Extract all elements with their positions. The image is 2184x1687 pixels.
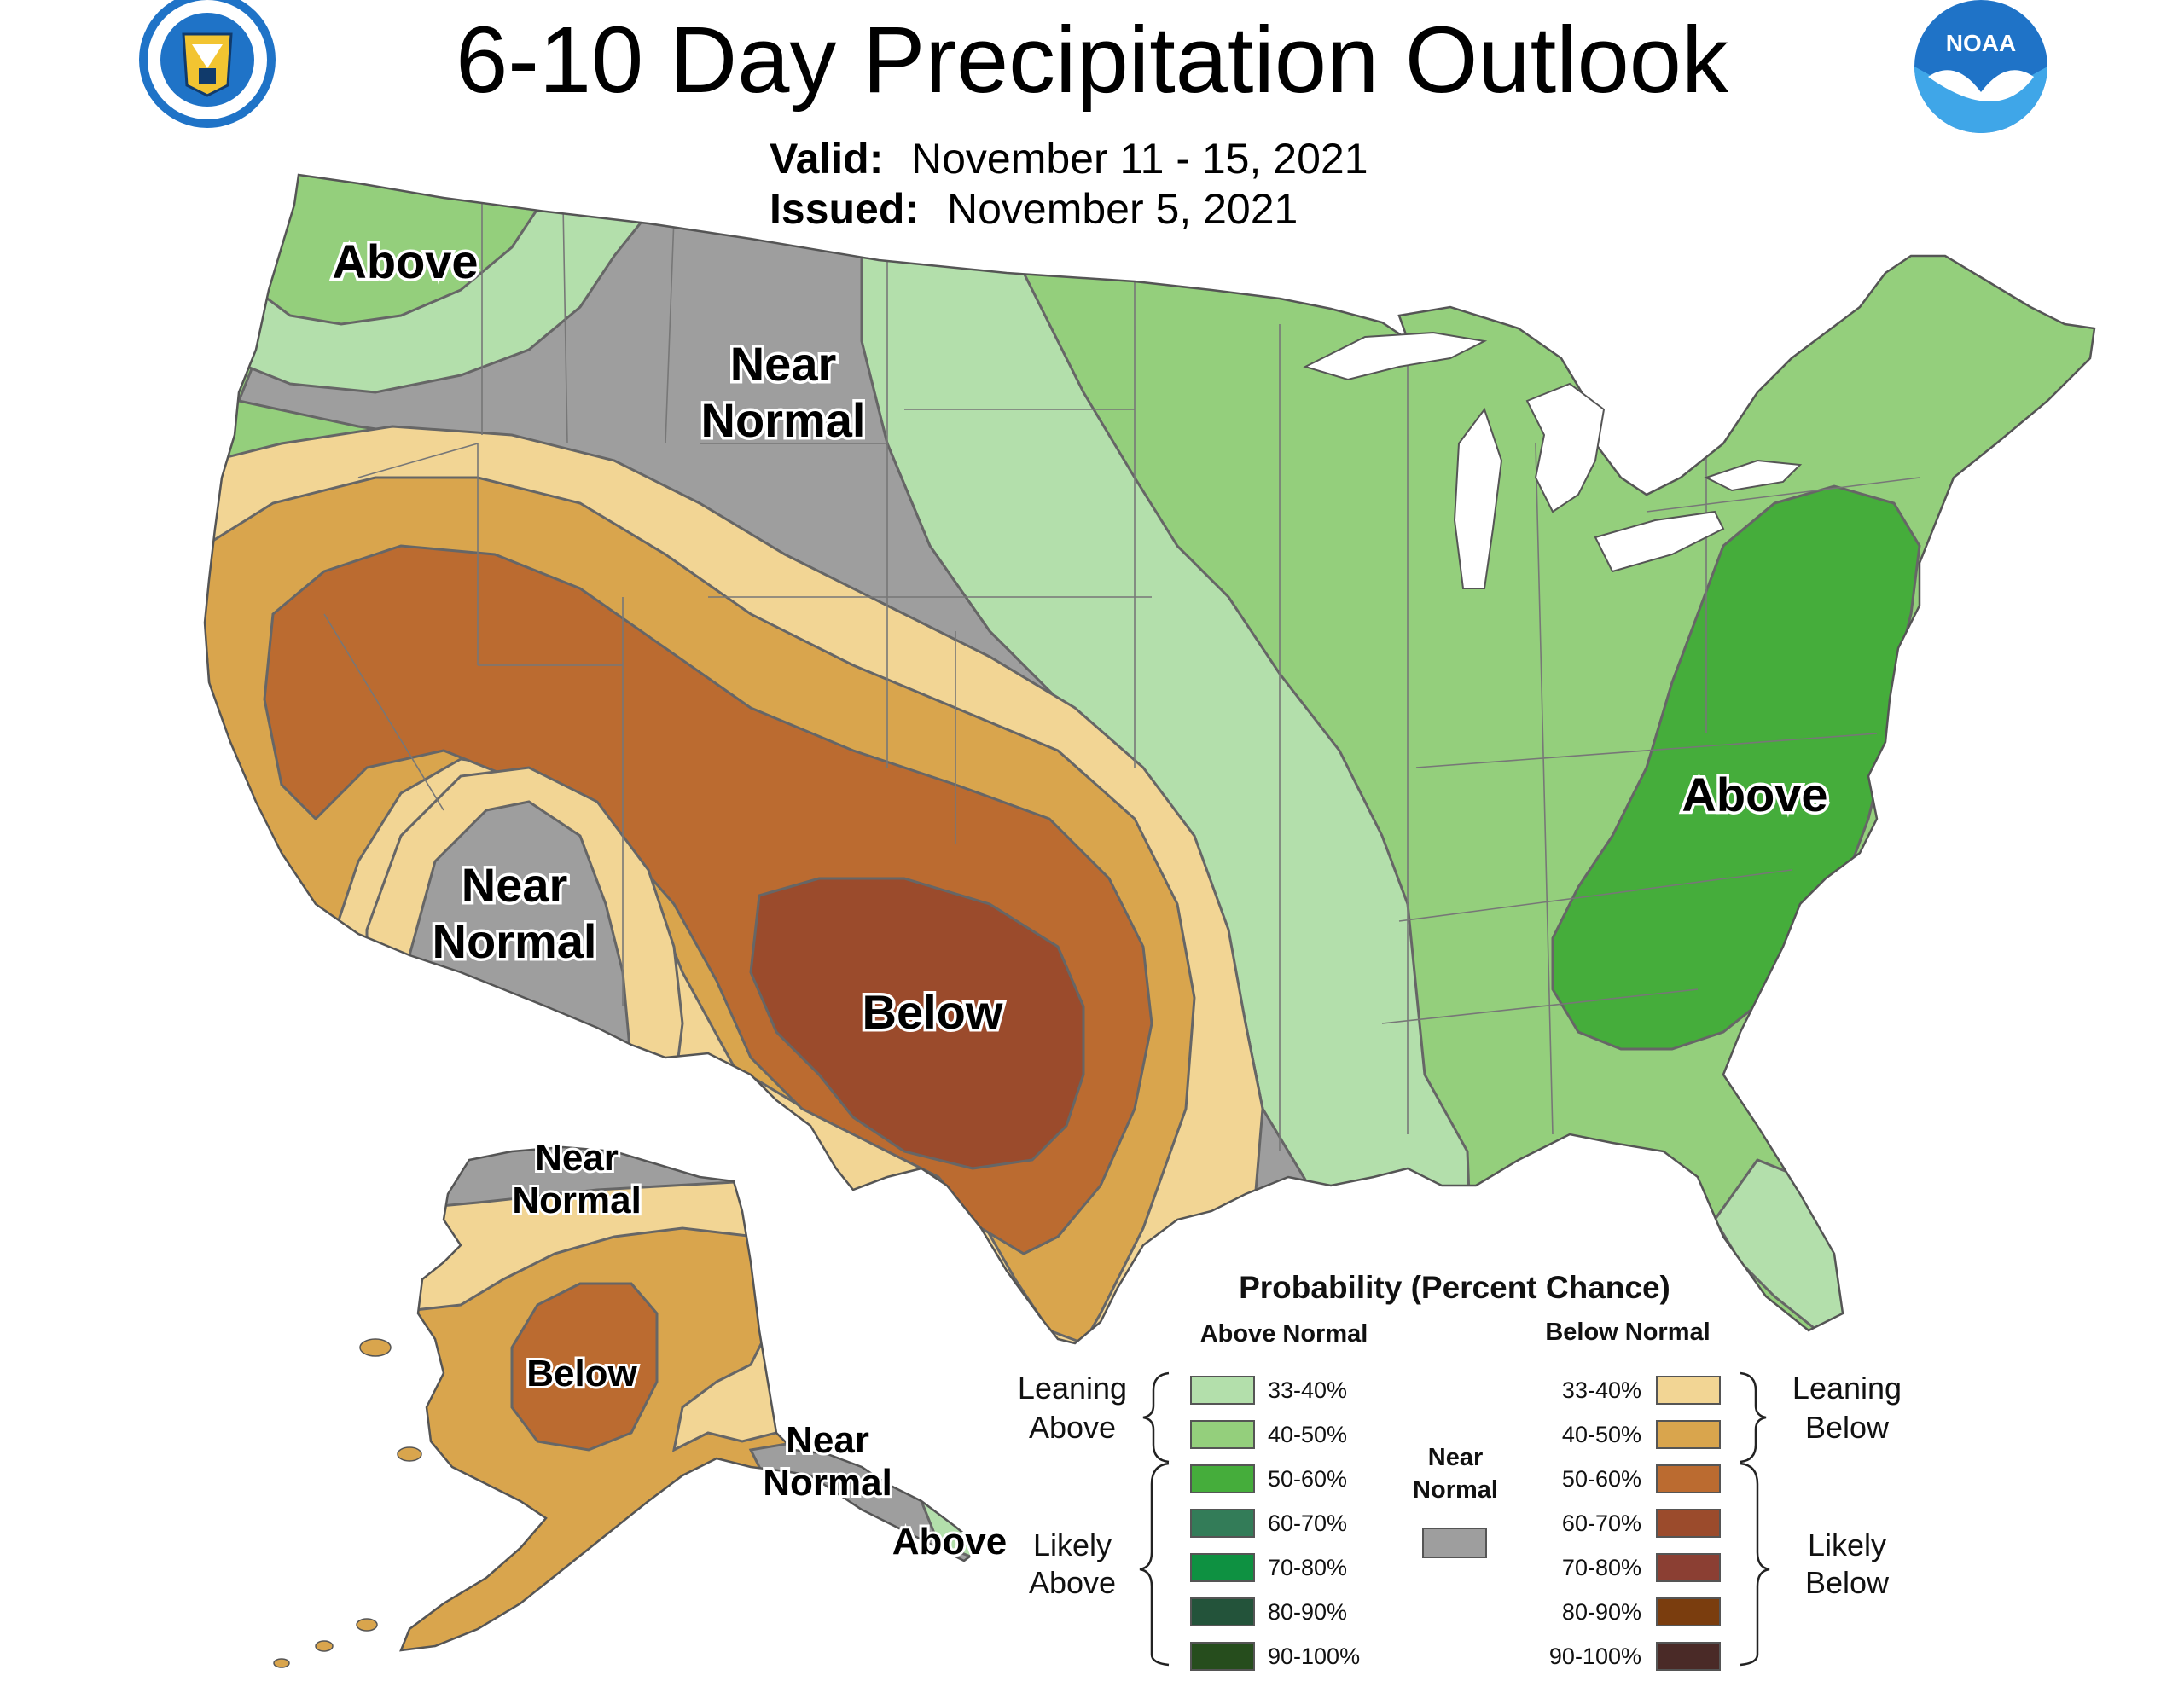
legend-below-swatch-4 [1656,1553,1721,1582]
valid-label: Valid: [770,135,883,183]
legend-leaning-below-1: Leaning [1792,1371,1902,1406]
legend-likely-below-2: Below [1805,1565,1890,1600]
legend-below-range-1: 40-50% [1562,1422,1641,1447]
legend-likely-above-2: Above [1029,1565,1116,1600]
legend-above-range-5: 80-90% [1268,1599,1347,1625]
conus-outline [203,173,2096,1345]
legend-near-normal-label-2: Normal [1413,1476,1498,1504]
legend-below-swatch-3 [1656,1509,1721,1538]
legend-leaning-above-2: Above [1029,1410,1116,1445]
legend-below-range-5: 80-90% [1562,1599,1641,1625]
label-near-normal-north-2: Normal [701,393,866,447]
page-title: 6-10 Day Precipitation Outlook [456,8,1729,113]
label-near-normal-sw-2: Normal [433,914,597,968]
ak-zone-tan-east [671,1325,778,1452]
issued-value: November 5, 2021 [947,185,1298,233]
legend-above-swatch-0 [1190,1376,1255,1405]
legend-below-normal-header: Below Normal [1545,1319,1710,1346]
legend-above-normal-header: Above Normal [1200,1320,1368,1348]
conus-map: Above Near Normal Near Normal Below Abov… [203,173,2096,1345]
legend-above-swatch-1 [1190,1420,1255,1449]
ak-label-near-normal-se-2: Normal [763,1462,892,1504]
label-near-normal-north-1: Near [730,337,837,391]
issued-label: Issued: [770,185,919,233]
label-nw-above: Above [332,235,478,288]
alaska-map: Near Normal Below Near Normal Above [273,1134,1009,1668]
legend-leaning-below-2: Below [1805,1410,1890,1445]
legend-below-swatch-2 [1656,1464,1721,1493]
legend-below-swatch-6 [1656,1642,1721,1671]
legend-above-swatch-2 [1190,1464,1255,1493]
legend-likely-below-1: Likely [1808,1528,1886,1562]
alaska-outline [399,1145,984,1652]
legend-leaning-above-1: Leaning [1018,1371,1127,1406]
legend-below-swatch-0 [1656,1376,1721,1405]
legend-above-swatches: 33-40% 40-50% 50-60% 60-70% 70-80% 80-90% 90-1… [1190,1376,1360,1671]
legend-near-normal-swatch [1422,1528,1487,1558]
legend-above-range-3: 60-70% [1268,1510,1347,1536]
legend-above-range-4: 70-80% [1268,1555,1347,1580]
zone-dark-brown-below-60 [749,877,1085,1170]
legend-above-swatch-6 [1190,1642,1255,1671]
header: 6-10 Day Precipitation Outlook Valid: No… [456,8,1729,233]
legend-below-range-6: 90-100% [1549,1644,1641,1669]
legend-above-range-2: 50-60% [1268,1466,1347,1492]
legend-above-swatch-3 [1190,1509,1255,1538]
valid-value: November 11 - 15, 2021 [911,135,1368,183]
legend-likely-above-1: Likely [1033,1528,1112,1562]
ak-zone-tan-north [401,1180,757,1315]
ak-label-near-normal-se-1: Near [786,1419,869,1461]
ak-label-near-normal-north-1: Near [535,1137,619,1179]
ak-zone-brown-center [510,1282,659,1452]
label-near-normal-sw-1: Near [462,858,568,912]
legend-near-normal-label-1: Near [1428,1444,1484,1471]
great-lakes [1303,331,1803,589]
legend-braces [1139,1371,1770,1667]
noaa-logo-text: NOAA [1946,30,2016,56]
ak-label-below: Below [526,1353,637,1394]
label-south-below: Below [863,985,1003,1039]
legend-below-swatches: 33-40% 40-50% 50-60% 60-70% 70-80% 80-90% 90-1… [1549,1376,1721,1671]
legend: Probability (Percent Chance) Above Norma… [1018,1270,1902,1671]
legend-below-range-4: 70-80% [1562,1555,1641,1580]
noaa-logo-icon: NOAA [1914,0,2048,133]
label-east-above: Above [1682,768,1827,821]
legend-above-range-0: 33-40% [1268,1377,1347,1403]
legend-below-range-3: 60-70% [1562,1510,1641,1536]
legend-below-range-0: 33-40% [1562,1377,1641,1403]
legend-below-range-2: 50-60% [1562,1466,1641,1492]
department-of-commerce-seal-icon [139,0,276,128]
legend-above-range-1: 40-50% [1268,1422,1347,1447]
legend-below-swatch-5 [1656,1597,1721,1626]
legend-below-swatch-1 [1656,1420,1721,1449]
ak-label-above: Above [892,1521,1007,1562]
ak-label-near-normal-north-2: Normal [512,1180,642,1221]
state-boundaries [323,196,1920,1151]
legend-above-swatch-4 [1190,1553,1255,1582]
legend-above-swatch-5 [1190,1597,1255,1626]
legend-above-range-6: 90-100% [1268,1644,1360,1669]
aleutian-islands [273,1338,422,1668]
legend-title: Probability (Percent Chance) [1239,1270,1670,1305]
